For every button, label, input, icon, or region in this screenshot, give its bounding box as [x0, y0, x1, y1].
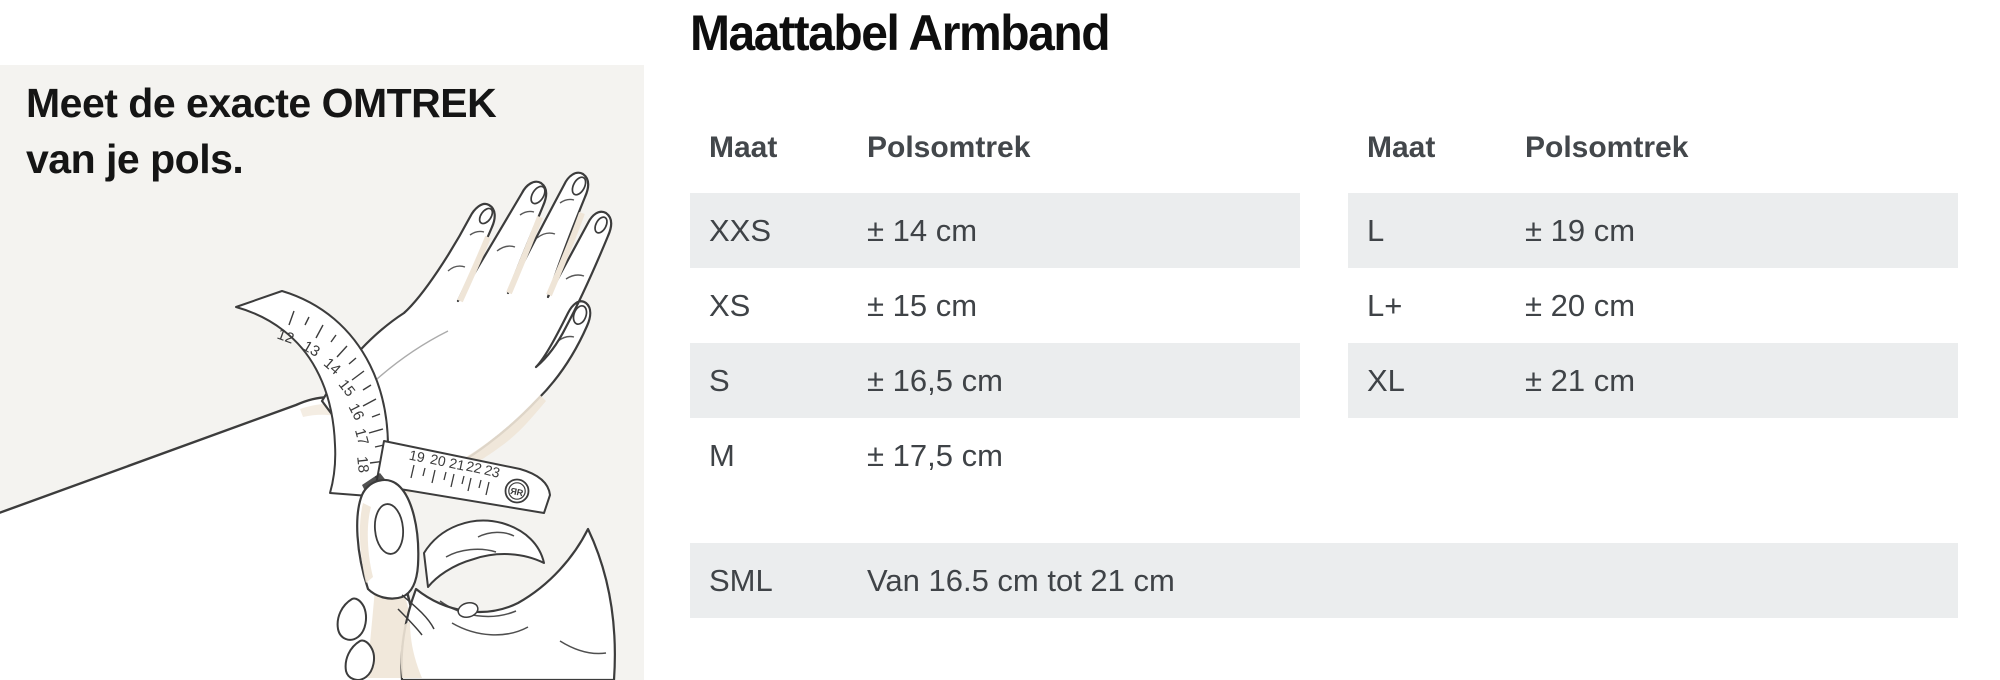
- tape-number: 18: [353, 455, 372, 473]
- holding-thumb-illustration: [336, 478, 435, 680]
- tape-number: 22: [465, 458, 484, 477]
- measuring-tape-tail: 19 20 21 22 23 ЯR: [362, 440, 551, 514]
- size-cell: SML: [709, 563, 773, 598]
- table-row-combined-sml: SML Van 16.5 cm tot 21 cm: [690, 543, 1958, 618]
- column-header-polsomtrek: Polsomtrek: [867, 131, 1031, 164]
- size-cell: S: [709, 363, 730, 398]
- measuring-panel: Meet de exacte OMTREK van je pols.: [0, 65, 644, 680]
- table-row: L ± 19 cm: [1348, 193, 1958, 268]
- table-row: XL ± 21 cm: [1348, 343, 1958, 418]
- instruction-line-1: Meet de exacte OMTREK: [26, 80, 497, 126]
- tape-number: 19: [408, 447, 427, 466]
- tape-number: 16: [345, 401, 368, 424]
- tape-logo-monogram: ЯR: [509, 486, 524, 499]
- tape-brand-logo: ЯR: [504, 478, 530, 504]
- holding-hand-illustration: [400, 519, 616, 680]
- tape-number: 12: [275, 326, 296, 348]
- circumference-cell: ± 17,5 cm: [867, 438, 1003, 473]
- circumference-cell: ± 15 cm: [867, 288, 978, 323]
- circumference-cell: Van 16.5 cm tot 21 cm: [867, 563, 1175, 598]
- size-cell: L: [1367, 213, 1385, 248]
- column-header-maat: Maat: [1367, 131, 1436, 164]
- tape-number: 15: [335, 376, 359, 400]
- column-header-maat: Maat: [709, 131, 778, 164]
- size-cell: L+: [1367, 288, 1403, 323]
- page-title: Maattabel Armband: [690, 5, 1111, 61]
- table-row: L+ ± 20 cm: [1348, 268, 1958, 343]
- table-row: S ± 16,5 cm: [690, 343, 1300, 418]
- circumference-cell: ± 20 cm: [1525, 288, 1636, 323]
- column-header-polsomtrek: Polsomtrek: [1525, 131, 1689, 164]
- size-cell: M: [709, 438, 735, 473]
- circumference-cell: ± 14 cm: [867, 213, 978, 248]
- instruction-line-2: van je pols.: [26, 136, 244, 182]
- measuring-instruction: Meet de exacte OMTREK van je pols.: [26, 75, 497, 187]
- wrist-measuring-illustration: 12 13 14 15 16 17 18: [0, 171, 616, 680]
- tape-number: 23: [483, 462, 502, 481]
- tape-number: 17: [351, 427, 372, 448]
- size-cell: XXS: [709, 213, 772, 248]
- table-row: M ± 17,5 cm: [690, 418, 1300, 493]
- table-row: XS ± 15 cm: [690, 268, 1300, 343]
- circumference-cell: ± 16,5 cm: [867, 363, 1003, 398]
- circumference-cell: ± 19 cm: [1525, 213, 1636, 248]
- table-row: XXS ± 14 cm: [690, 193, 1300, 268]
- size-cell: XL: [1367, 363, 1405, 398]
- tape-number: 21: [448, 455, 467, 474]
- tape-number: 20: [429, 451, 448, 470]
- circumference-cell: ± 21 cm: [1525, 363, 1636, 398]
- size-cell: XS: [709, 288, 751, 323]
- tape-number: 13: [300, 338, 323, 361]
